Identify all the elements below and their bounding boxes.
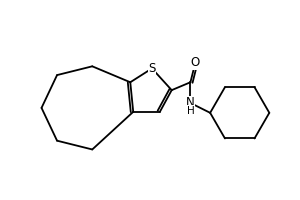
- Text: S: S: [148, 62, 156, 75]
- Text: H: H: [187, 106, 194, 116]
- Text: N: N: [186, 96, 195, 109]
- Text: O: O: [191, 56, 200, 69]
